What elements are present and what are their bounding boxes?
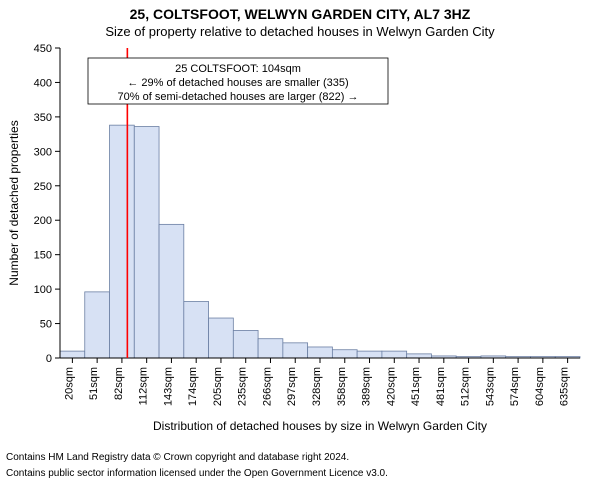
histogram-bar <box>134 126 159 357</box>
histogram-bar <box>407 354 432 358</box>
histogram-bar <box>258 338 283 357</box>
xtick-label: 297sqm <box>286 367 298 406</box>
histogram-bar <box>85 292 110 358</box>
xtick-label: 205sqm <box>212 367 224 406</box>
chart-svg: 0 50 100 150 200 250 300 350 400 450 20sqm 51sqm 82s… <box>0 40 600 448</box>
ytick-label: 150 <box>34 249 52 261</box>
xtick-label: 82sqm <box>113 367 125 400</box>
ytick-label: 450 <box>34 43 52 55</box>
copyright-line-2: Contains public sector information licen… <box>0 464 600 481</box>
histogram-chart: 0 50 100 150 200 250 300 350 400 450 20sqm 51sqm 82s… <box>0 40 600 448</box>
xtick-label: 389sqm <box>361 367 373 406</box>
xtick-label: 604sqm <box>534 367 546 406</box>
ytick-label: 200 <box>34 215 52 227</box>
histogram-bar <box>159 224 184 358</box>
histogram-bar <box>184 301 209 357</box>
ytick-label: 300 <box>34 146 52 158</box>
annotation-line-1: 25 COLTSFOOT: 104sqm <box>175 63 301 75</box>
histogram-bar <box>233 330 258 358</box>
page-title: 25, COLTSFOOT, WELWYN GARDEN CITY, AL7 3… <box>0 0 600 24</box>
histogram-bar <box>308 347 333 358</box>
ytick-label: 400 <box>34 77 52 89</box>
xtick-label: 51sqm <box>88 367 100 400</box>
xtick-label: 481sqm <box>435 367 447 406</box>
ytick-label: 100 <box>34 284 52 296</box>
annotation-line-2: ← 29% of detached houses are smaller (33… <box>127 77 348 89</box>
page-subtitle: Size of property relative to detached ho… <box>0 24 600 40</box>
histogram-bar <box>332 349 357 357</box>
ytick-label: 0 <box>46 353 52 365</box>
ytick-label: 350 <box>34 112 52 124</box>
xtick-label: 574sqm <box>509 367 521 406</box>
xtick-label: 543sqm <box>484 367 496 406</box>
xtick-label: 635sqm <box>559 367 571 406</box>
xtick-label: 420sqm <box>385 367 397 406</box>
copyright-line-1: Contains HM Land Registry data © Crown c… <box>0 448 600 465</box>
xtick-label: 512sqm <box>460 367 472 406</box>
xtick-label: 174sqm <box>187 367 199 406</box>
xtick-label: 143sqm <box>162 367 174 406</box>
annotation-line-3: 70% of semi-detached houses are larger (… <box>118 91 359 103</box>
histogram-bar <box>209 318 234 358</box>
histogram-bar <box>357 351 382 358</box>
xtick-label: 451sqm <box>410 367 422 406</box>
xtick-label: 266sqm <box>261 367 273 406</box>
histogram-bar <box>60 351 85 358</box>
xtick-label: 112sqm <box>138 367 150 405</box>
x-axis-label: Distribution of detached houses by size … <box>153 419 487 433</box>
xtick-label: 328sqm <box>311 367 323 406</box>
xtick-label: 235sqm <box>237 367 249 406</box>
histogram-bar <box>283 343 308 358</box>
histogram-bar <box>382 351 407 358</box>
xtick-label: 20sqm <box>63 367 75 400</box>
xtick-label: 358sqm <box>336 367 348 406</box>
ytick-label: 250 <box>34 181 52 193</box>
histogram-bar <box>110 125 135 358</box>
ytick-label: 50 <box>40 318 52 330</box>
y-axis-label: Number of detached properties <box>7 120 21 285</box>
